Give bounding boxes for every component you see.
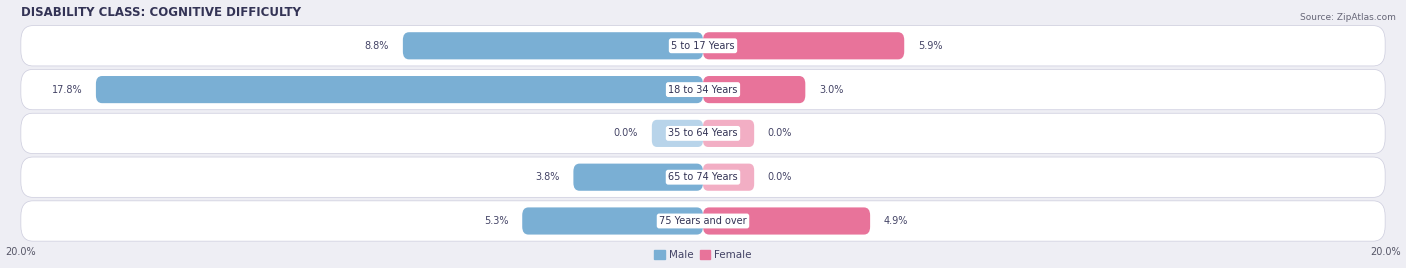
Text: 0.0%: 0.0% bbox=[768, 128, 792, 138]
Text: 17.8%: 17.8% bbox=[52, 85, 83, 95]
FancyBboxPatch shape bbox=[96, 76, 703, 103]
FancyBboxPatch shape bbox=[21, 201, 1385, 241]
FancyBboxPatch shape bbox=[21, 26, 1385, 66]
Text: 0.0%: 0.0% bbox=[768, 172, 792, 182]
Text: 5.9%: 5.9% bbox=[918, 41, 942, 51]
FancyBboxPatch shape bbox=[21, 157, 1385, 197]
Text: 4.9%: 4.9% bbox=[884, 216, 908, 226]
Text: 65 to 74 Years: 65 to 74 Years bbox=[668, 172, 738, 182]
Legend: Male, Female: Male, Female bbox=[650, 246, 756, 264]
FancyBboxPatch shape bbox=[703, 163, 754, 191]
FancyBboxPatch shape bbox=[703, 32, 904, 59]
Text: 18 to 34 Years: 18 to 34 Years bbox=[668, 85, 738, 95]
Text: 5.3%: 5.3% bbox=[484, 216, 509, 226]
FancyBboxPatch shape bbox=[574, 163, 703, 191]
Text: 0.0%: 0.0% bbox=[614, 128, 638, 138]
FancyBboxPatch shape bbox=[703, 76, 806, 103]
FancyBboxPatch shape bbox=[703, 207, 870, 234]
FancyBboxPatch shape bbox=[703, 120, 754, 147]
Text: 8.8%: 8.8% bbox=[364, 41, 389, 51]
FancyBboxPatch shape bbox=[21, 69, 1385, 110]
FancyBboxPatch shape bbox=[21, 113, 1385, 154]
Text: 3.8%: 3.8% bbox=[536, 172, 560, 182]
Text: DISABILITY CLASS: COGNITIVE DIFFICULTY: DISABILITY CLASS: COGNITIVE DIFFICULTY bbox=[21, 6, 301, 18]
FancyBboxPatch shape bbox=[522, 207, 703, 234]
Text: 3.0%: 3.0% bbox=[818, 85, 844, 95]
Text: Source: ZipAtlas.com: Source: ZipAtlas.com bbox=[1301, 13, 1396, 23]
Text: 5 to 17 Years: 5 to 17 Years bbox=[671, 41, 735, 51]
Text: 75 Years and over: 75 Years and over bbox=[659, 216, 747, 226]
Text: 35 to 64 Years: 35 to 64 Years bbox=[668, 128, 738, 138]
FancyBboxPatch shape bbox=[652, 120, 703, 147]
FancyBboxPatch shape bbox=[404, 32, 703, 59]
